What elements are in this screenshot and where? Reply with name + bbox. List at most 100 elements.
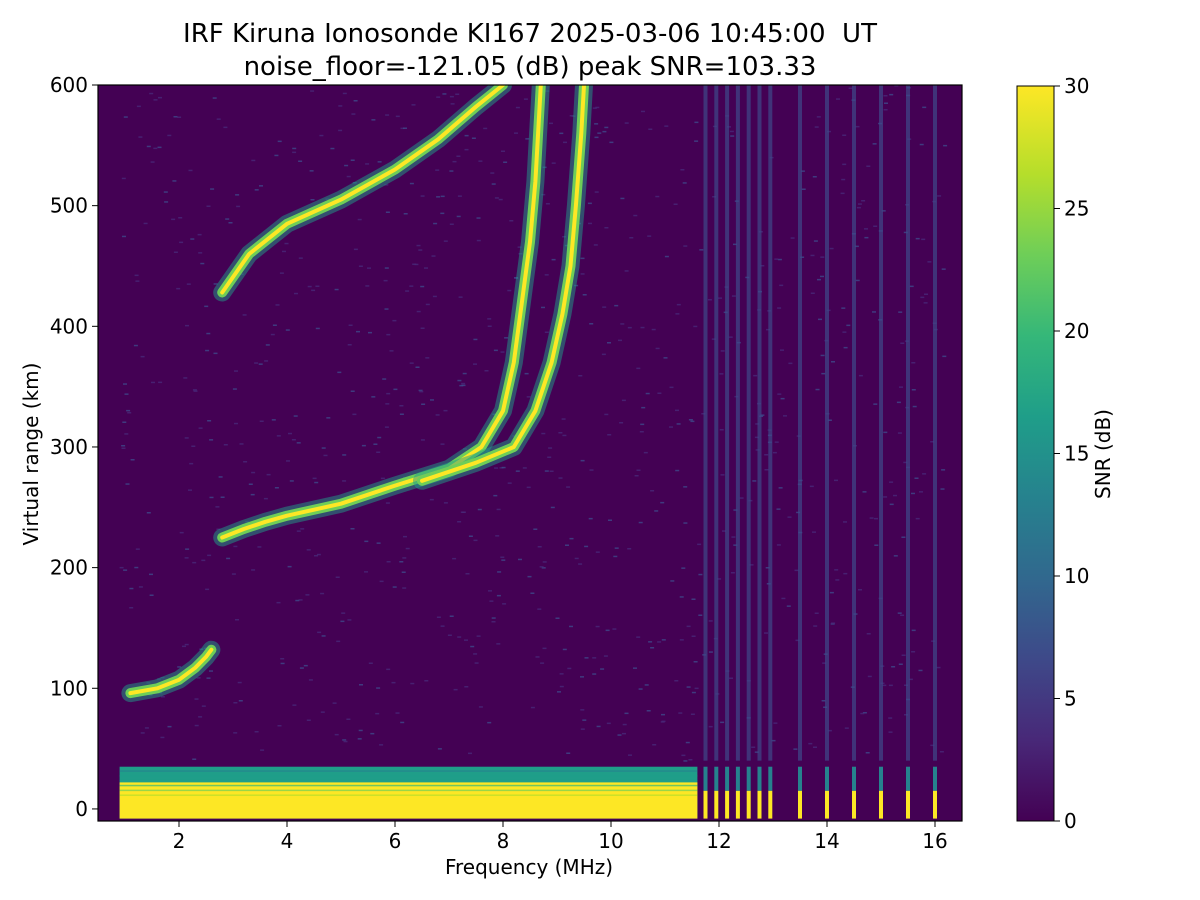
noise-speck: [197, 233, 202, 236]
noise-speck: [449, 170, 454, 172]
noise-speck: [337, 371, 342, 374]
sounding-column-core: [798, 790, 802, 819]
noise-speck: [730, 572, 735, 574]
noise-speck: [580, 676, 584, 678]
noise-speck: [188, 489, 192, 491]
noise-speck: [718, 297, 722, 299]
noise-speck: [307, 285, 312, 288]
noise-speck: [350, 528, 355, 530]
ground-band-stripe: [119, 779, 698, 782]
noise-speck: [386, 561, 391, 563]
noise-speck: [457, 636, 462, 638]
noise-speck: [889, 481, 894, 483]
noise-speck: [395, 712, 400, 714]
noise-speck: [289, 480, 294, 482]
noise-speck: [459, 384, 464, 387]
noise-speck: [443, 409, 448, 412]
noise-speck: [330, 147, 335, 150]
noise-speck: [592, 673, 597, 675]
noise-speck: [537, 546, 542, 548]
noise-speck: [158, 96, 162, 99]
noise-speck: [856, 206, 861, 209]
noise-speck: [862, 712, 867, 714]
noise-speck: [207, 554, 212, 557]
noise-speck: [399, 405, 404, 407]
noise-speck: [843, 572, 848, 575]
x-axis-label: Frequency (MHz): [445, 855, 613, 879]
noise-speck: [189, 462, 194, 465]
noise-speck: [493, 349, 498, 352]
noise-speck: [494, 467, 499, 469]
noise-speck: [622, 732, 626, 735]
noise-speck: [409, 182, 414, 185]
noise-speck: [567, 667, 572, 670]
sounding-column: [714, 85, 719, 761]
sounding-column-core: [703, 790, 708, 819]
sounding-column-core: [714, 790, 719, 819]
x-tick-label: 4: [281, 829, 294, 853]
noise-speck: [266, 473, 271, 476]
noise-speck: [864, 236, 869, 239]
noise-speck: [874, 517, 878, 520]
noise-speck: [500, 351, 505, 353]
noise-speck: [458, 296, 463, 298]
noise-speck: [544, 274, 549, 276]
noise-speck: [338, 129, 343, 132]
noise-speck: [596, 725, 601, 728]
noise-speck: [855, 279, 860, 282]
noise-speck: [179, 531, 184, 534]
noise-speck: [862, 491, 867, 493]
noise-speck: [901, 654, 906, 656]
noise-speck: [216, 118, 221, 120]
noise-speck: [549, 470, 554, 472]
noise-speck: [527, 575, 532, 578]
noise-speck: [308, 679, 313, 681]
sounding-column-core: [757, 790, 762, 819]
noise-speck: [903, 231, 908, 234]
noise-speck: [912, 405, 917, 408]
noise-speck: [287, 565, 292, 568]
noise-speck: [321, 447, 326, 449]
noise-speck: [683, 245, 688, 247]
colorbar-tick-label: 25: [1064, 197, 1089, 221]
noise-speck: [541, 432, 546, 435]
noise-speck: [827, 419, 832, 421]
noise-speck: [194, 724, 199, 727]
noise-speck: [612, 628, 617, 630]
noise-speck: [258, 363, 263, 365]
noise-speck: [188, 169, 193, 172]
noise-speck: [243, 461, 248, 463]
noise-speck: [790, 237, 795, 239]
noise-speck: [760, 265, 765, 267]
noise-speck: [814, 612, 819, 614]
noise-speck: [371, 119, 376, 121]
noise-speck: [854, 245, 859, 248]
noise-speck: [602, 130, 607, 133]
noise-speck: [292, 704, 297, 706]
noise-speck: [800, 170, 805, 172]
noise-speck: [312, 477, 317, 480]
noise-speck: [277, 725, 282, 727]
noise-speck: [220, 496, 225, 498]
noise-speck: [674, 680, 679, 682]
noise-speck: [883, 496, 888, 498]
noise-speck: [487, 721, 492, 724]
noise-speck: [468, 752, 472, 755]
noise-speck: [812, 531, 816, 533]
noise-speck: [661, 639, 666, 641]
noise-speck: [310, 199, 315, 201]
noise-speck: [370, 732, 375, 735]
noise-speck: [483, 127, 488, 130]
noise-speck: [179, 241, 184, 244]
noise-speck: [228, 222, 233, 224]
noise-speck: [178, 217, 183, 219]
noise-speck: [440, 625, 445, 627]
noise-speck: [383, 279, 388, 282]
noise-speck: [138, 586, 143, 588]
noise-speck: [235, 194, 240, 196]
noise-speck: [694, 140, 699, 142]
noise-speck: [496, 594, 501, 597]
sounding-column-halo: [768, 766, 773, 791]
noise-speck: [233, 732, 238, 734]
noise-speck: [478, 706, 483, 708]
